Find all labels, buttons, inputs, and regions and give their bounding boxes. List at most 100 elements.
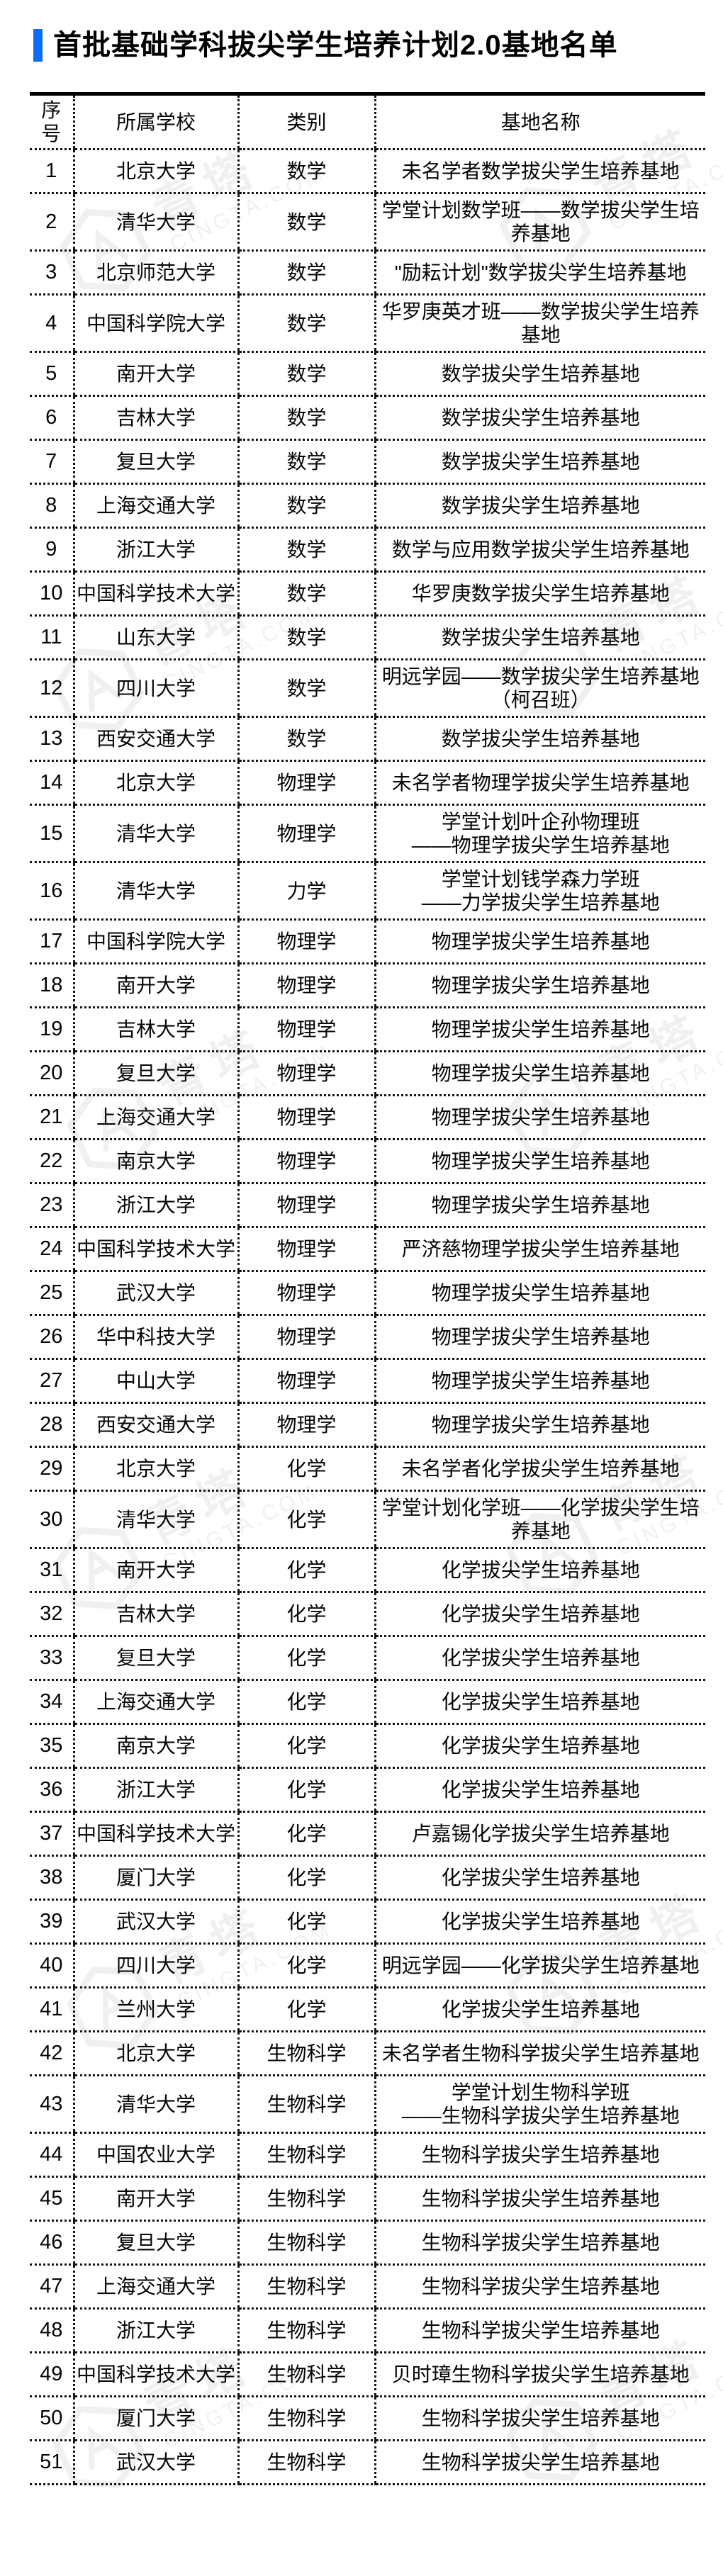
category-cell: 化学	[237, 1855, 375, 1901]
base-name-cell: 未名学者化学拔尖学生培养基地	[374, 1446, 705, 1492]
table-row: 48 浙江大学 生物科学 生物科学拔尖学生培养基地	[30, 2308, 705, 2353]
table-row: 35 南京大学 化学 化学拔尖学生培养基地	[30, 1723, 705, 1769]
table-row: 31 南开大学 化学 化学拔尖学生培养基地	[30, 1548, 705, 1593]
school-cell: 吉林大学	[72, 395, 238, 441]
table-row: 9 浙江大学 数学 数学与应用数学拔尖学生培养基地	[30, 527, 705, 573]
row-number: 17	[30, 919, 74, 964]
category-cell: 物理学	[237, 963, 375, 1008]
category-cell: 化学	[237, 1767, 375, 1813]
school-cell: 清华大学	[72, 804, 238, 863]
base-name-cell: 物理学拔尖学生培养基地	[374, 1139, 705, 1184]
base-name-cell: 物理学拔尖学生培养基地	[374, 963, 705, 1008]
base-name-cell: 化学拔尖学生培养基地	[374, 1548, 705, 1593]
category-cell: 物理学	[237, 1227, 375, 1272]
table-row: 7 复旦大学 数学 数学拔尖学生培养基地	[30, 439, 705, 485]
row-number: 15	[30, 804, 74, 863]
school-cell: 清华大学	[72, 193, 238, 252]
table-row: 37 中国科学技术大学 化学 卢嘉锡化学拔尖学生培养基地	[30, 1811, 705, 1857]
row-number: 1	[30, 149, 74, 194]
table-row: 4 中国科学院大学 数学 华罗庚英才班——数学拔尖学生培养基地	[30, 294, 705, 353]
category-cell: 数学	[237, 351, 375, 397]
school-cell: 西安交通大学	[72, 716, 238, 762]
row-number: 5	[30, 351, 74, 397]
base-name-cell: 严济慈物理学拔尖学生培养基地	[374, 1227, 705, 1272]
base-name-cell: 生物科学拔尖学生培养基地	[374, 2176, 705, 2222]
page-header: 首批基础学科拔尖学生培养计划2.0基地名单	[33, 27, 723, 64]
category-cell: 力学	[237, 862, 375, 921]
row-number: 26	[30, 1315, 74, 1360]
base-name-cell: 生物科学拔尖学生培养基地	[374, 2220, 705, 2266]
category-cell: 物理学	[237, 1095, 375, 1140]
table-row: 2 清华大学 数学 学堂计划数学班——数学拔尖学生培养基地	[30, 193, 705, 252]
school-cell: 浙江大学	[72, 527, 238, 573]
table-row: 11 山东大学 数学 数学拔尖学生培养基地	[30, 615, 705, 660]
category-cell: 物理学	[237, 1359, 375, 1404]
category-cell: 生物科学	[237, 2031, 375, 2076]
school-cell: 上海交通大学	[72, 1095, 238, 1140]
base-name-cell: 生物科学拔尖学生培养基地	[374, 2264, 705, 2310]
base-name-cell: 学堂计划生物科学班 ——生物科学拔尖学生培养基地	[374, 2075, 705, 2134]
category-cell: 数学	[237, 716, 375, 762]
school-cell: 上海交通大学	[72, 2264, 238, 2310]
table-row: 44 中国农业大学 生物科学 生物科学拔尖学生培养基地	[30, 2132, 705, 2178]
table-body: 1 北京大学 数学 未名学者数学拔尖学生培养基地 2 清华大学 数学 学堂计划数学班——数学拔…	[30, 149, 705, 2485]
school-cell: 南京大学	[72, 1139, 238, 1184]
row-number: 38	[30, 1855, 74, 1901]
table-row: 42 北京大学 生物科学 未名学者生物科学拔尖学生培养基地	[30, 2031, 705, 2076]
row-number: 22	[30, 1139, 74, 1184]
table-row: 51 武汉大学 生物科学 生物科学拔尖学生培养基地	[30, 2440, 705, 2485]
school-cell: 中国科学技术大学	[72, 1227, 238, 1272]
row-number: 23	[30, 1183, 74, 1228]
row-number: 4	[30, 294, 74, 353]
table-row: 45 南开大学 生物科学 生物科学拔尖学生培养基地	[30, 2176, 705, 2222]
category-cell: 数学	[237, 659, 375, 718]
school-cell: 中国科学院大学	[72, 919, 238, 964]
school-cell: 吉林大学	[72, 1592, 238, 1637]
school-cell: 兰州大学	[72, 1987, 238, 2032]
row-number: 47	[30, 2264, 74, 2310]
row-number: 31	[30, 1548, 74, 1593]
base-name-cell: 明远学园——化学拔尖学生培养基地	[374, 1943, 705, 1989]
table-row: 6 吉林大学 数学 数学拔尖学生培养基地	[30, 395, 705, 441]
school-cell: 华中科技大学	[72, 1315, 238, 1360]
category-cell: 数学	[237, 615, 375, 660]
row-number: 46	[30, 2220, 74, 2266]
row-number: 9	[30, 527, 74, 573]
row-number: 36	[30, 1767, 74, 1813]
table-row: 30 清华大学 化学 学堂计划化学班——化学拔尖学生培养基地	[30, 1490, 705, 1549]
table-row: 13 西安交通大学 数学 数学拔尖学生培养基地	[30, 716, 705, 762]
row-number: 27	[30, 1359, 74, 1404]
category-cell: 数学	[237, 395, 375, 441]
row-number: 37	[30, 1811, 74, 1857]
base-name-cell: 生物科学拔尖学生培养基地	[374, 2132, 705, 2178]
category-cell: 生物科学	[237, 2308, 375, 2353]
school-cell: 清华大学	[72, 1490, 238, 1549]
category-cell: 化学	[237, 1592, 375, 1637]
row-number: 11	[30, 615, 74, 660]
school-cell: 厦门大学	[72, 2396, 238, 2441]
base-name-cell: 物理学拔尖学生培养基地	[374, 919, 705, 964]
base-name-cell: 未名学者生物科学拔尖学生培养基地	[374, 2031, 705, 2076]
row-number: 8	[30, 483, 74, 529]
table-row: 25 武汉大学 物理学 物理学拔尖学生培养基地	[30, 1271, 705, 1316]
table-row: 18 南开大学 物理学 物理学拔尖学生培养基地	[30, 963, 705, 1008]
table-row: 29 北京大学 化学 未名学者化学拔尖学生培养基地	[30, 1446, 705, 1492]
row-number: 30	[30, 1490, 74, 1549]
base-name-cell: 数学拔尖学生培养基地	[374, 716, 705, 762]
category-cell: 物理学	[237, 1315, 375, 1360]
row-number: 21	[30, 1095, 74, 1140]
row-number: 14	[30, 760, 74, 806]
table-row: 34 上海交通大学 化学 化学拔尖学生培养基地	[30, 1680, 705, 1725]
row-number: 35	[30, 1723, 74, 1769]
row-number: 50	[30, 2396, 74, 2441]
category-cell: 数学	[237, 149, 375, 194]
base-list-table: 序号 所属学校 类别 基地名称 1 北京大学 数学 未名学者数学拔尖学生培养基地 2 清华…	[30, 92, 705, 2485]
row-number: 13	[30, 716, 74, 762]
base-name-cell: 未名学者数学拔尖学生培养基地	[374, 149, 705, 194]
base-name-cell: 化学拔尖学生培养基地	[374, 1636, 705, 1681]
school-cell: 南开大学	[72, 1548, 238, 1593]
category-cell: 物理学	[237, 760, 375, 806]
category-cell: 化学	[237, 1723, 375, 1769]
school-cell: 上海交通大学	[72, 483, 238, 529]
category-cell: 物理学	[237, 919, 375, 964]
